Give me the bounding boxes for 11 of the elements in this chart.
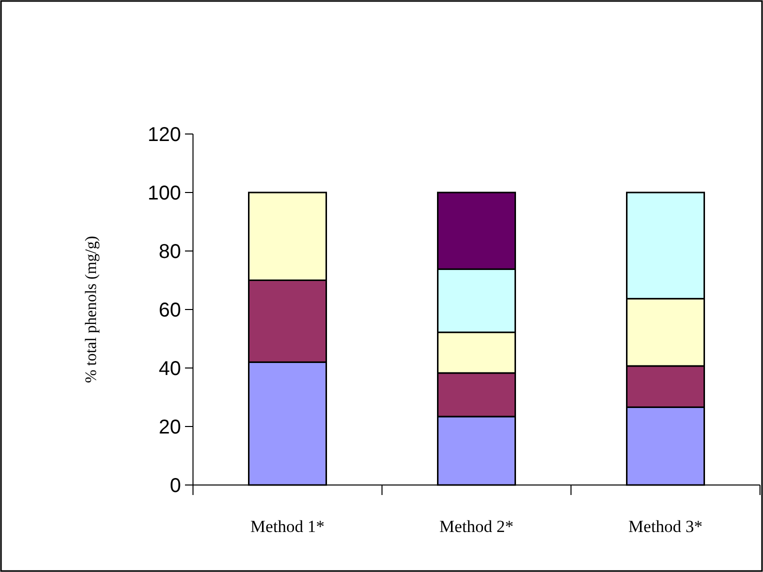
y-tick-label: 20 bbox=[158, 416, 181, 438]
x-tick-label: Method 1* bbox=[250, 517, 325, 536]
x-tick-label: Method 2* bbox=[439, 517, 514, 536]
x-tick-label: Method 3* bbox=[628, 517, 703, 536]
y-tick-label: 0 bbox=[170, 475, 181, 497]
y-tick-label: 40 bbox=[158, 358, 181, 380]
y-axis-title: % total phenols (mg/g) bbox=[83, 236, 100, 384]
y-tick-label: 100 bbox=[148, 182, 181, 204]
y-tick-label: 120 bbox=[148, 124, 181, 146]
y-tick-label: 80 bbox=[158, 241, 181, 263]
y-tick-label: 60 bbox=[158, 300, 181, 322]
